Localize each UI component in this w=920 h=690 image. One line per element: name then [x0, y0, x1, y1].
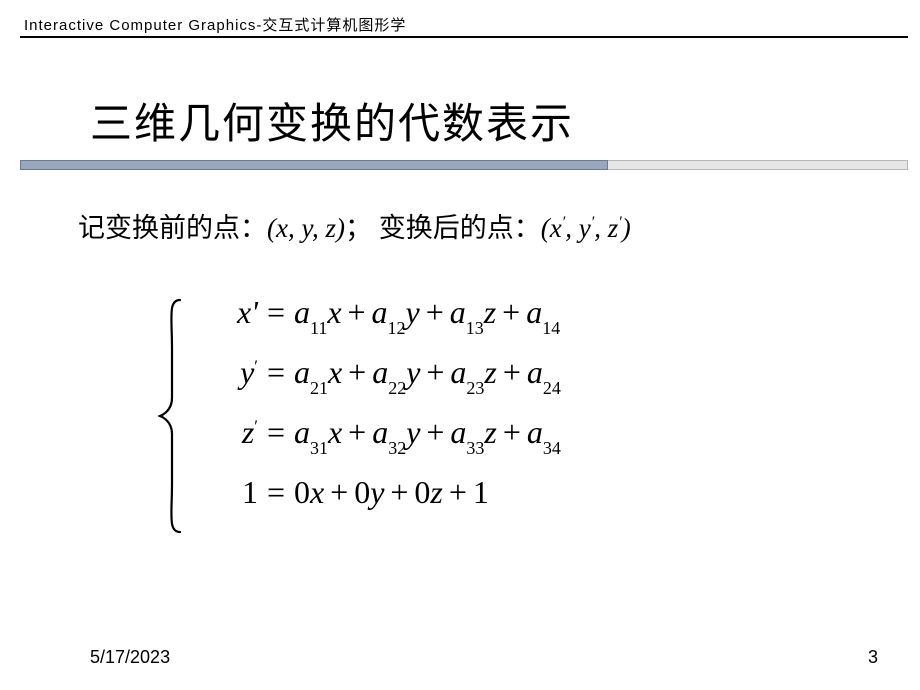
equation-row-2: y′= a21x +a22y +a23z +a24: [196, 356, 561, 416]
intro-after-point: (x′, y′, z′): [541, 213, 631, 243]
intro-mid: 变换后的点：: [379, 213, 541, 243]
intro-before-point: (x, y, z): [267, 213, 345, 243]
intro-line: 记变换前的点：(x, y, z)； 变换后的点：(x′, y′, z′): [78, 206, 631, 245]
left-brace-icon: [158, 298, 186, 534]
title-area: 三维几何变换的代数表示: [90, 90, 880, 151]
equation-row-4: 1= 0x +0y +0z +1: [196, 476, 561, 536]
intro-sep: ；: [345, 213, 379, 243]
footer-date: 5/17/2023: [90, 647, 170, 668]
equation-row-1: x'= a11x +a12y +a13z +a14: [196, 296, 561, 356]
equation-row-3: z′= a31x +a32y +a33z +a34: [196, 416, 561, 476]
footer-page-number: 3: [868, 647, 878, 668]
header-bar: Interactive Computer Graphics-交互式计算机图形学: [20, 14, 908, 38]
title-rule-fg: [20, 160, 608, 170]
equation-lines: x'= a11x +a12y +a13z +a14 y′= a21x +a22y…: [196, 296, 561, 536]
intro-prefix: 记变换前的点：: [78, 213, 267, 243]
slide-title: 三维几何变换的代数表示: [90, 90, 880, 151]
header-text: Interactive Computer Graphics-交互式计算机图形学: [20, 17, 406, 34]
